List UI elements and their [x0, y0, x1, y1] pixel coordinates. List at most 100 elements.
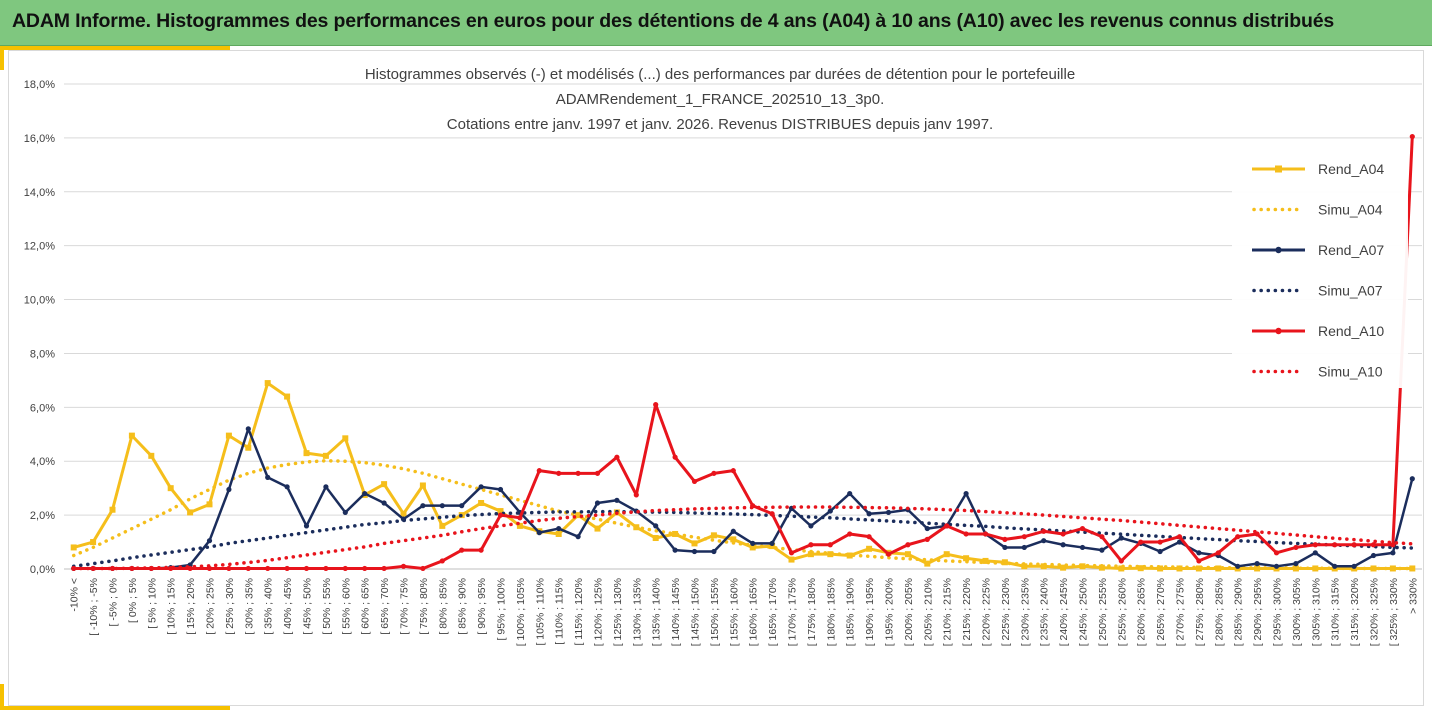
data-point — [672, 547, 678, 553]
data-point — [769, 511, 775, 517]
line-segment — [1256, 562, 1277, 568]
data-point — [769, 543, 776, 550]
data-point — [1079, 525, 1086, 532]
line-segment — [1101, 566, 1122, 570]
data-point — [749, 544, 756, 551]
data-point — [439, 522, 446, 529]
data-point — [1370, 542, 1377, 548]
data-point — [672, 454, 678, 460]
series-rend_a07 — [71, 426, 1415, 572]
line-segment — [344, 492, 366, 514]
data-point — [730, 536, 737, 543]
data-point — [400, 510, 407, 517]
data-point — [556, 525, 562, 532]
data-point — [555, 530, 562, 537]
data-point — [594, 470, 601, 476]
y-tick-label: 0,0% — [30, 564, 55, 576]
y-tick-label: 10,0% — [24, 295, 55, 307]
line-segment — [869, 511, 889, 516]
line-segment — [480, 485, 501, 491]
data-point — [381, 500, 387, 506]
x-tick-label: [ 250% ; 255% — [1097, 578, 1109, 646]
x-tick-label: [ 265% ; 270% — [1155, 578, 1167, 646]
legend-label: Rend_A07 — [1318, 242, 1384, 258]
data-point — [847, 531, 853, 537]
line-segment — [267, 476, 288, 488]
legend-marker — [1275, 327, 1282, 335]
data-point — [206, 501, 213, 508]
x-tick-label: [ 210% ; 215% — [942, 578, 954, 646]
line-segment — [790, 543, 812, 555]
x-tick-label: [ 170% ; 175% — [787, 578, 799, 646]
data-point — [1021, 544, 1027, 551]
data-point — [245, 444, 252, 451]
data-point — [710, 532, 717, 539]
data-point — [847, 490, 853, 497]
line-segment — [907, 537, 928, 547]
data-point — [614, 497, 620, 503]
line-segment — [402, 484, 425, 515]
data-point — [575, 534, 581, 540]
line-segment — [1043, 564, 1064, 570]
data-point — [1293, 544, 1299, 551]
x-tick-label: [ 200% ; 205% — [903, 578, 915, 646]
line-segment — [1237, 562, 1258, 568]
x-tick-label: [ -10% ; -5% — [88, 578, 100, 636]
data-point — [1273, 563, 1280, 569]
data-point — [342, 435, 349, 442]
x-tick-label: [ 235% ; 240% — [1039, 578, 1051, 646]
line-segment — [403, 564, 424, 570]
legend-item-rend_a10: Rend_A10 — [1252, 323, 1384, 339]
x-tick-label: [ 65% ; 70% — [379, 578, 391, 635]
line-segment — [946, 552, 967, 560]
x-tick-label: [ 50% ; 55% — [321, 578, 333, 635]
line-segment — [615, 456, 638, 496]
trend-line-simu_a04 — [71, 458, 1415, 571]
x-tick-label: [ 60% ; 65% — [360, 578, 372, 635]
trend-line-simu_a10 — [71, 505, 1415, 571]
report-header: ADAM Informe. Histogrammes des performan… — [0, 0, 1432, 46]
data-point — [594, 500, 601, 506]
data-point — [1118, 558, 1124, 564]
line-segment — [791, 552, 812, 562]
line-segment — [499, 488, 521, 514]
x-tick-label: [ 15% ; 20% — [185, 578, 197, 635]
data-point — [264, 380, 271, 387]
line-segment — [169, 487, 192, 514]
data-point — [691, 548, 698, 555]
data-point — [1098, 564, 1105, 571]
trend-line-simu_a07 — [71, 509, 1415, 569]
line-segment — [1237, 532, 1258, 539]
line-segment — [247, 428, 269, 478]
data-point — [963, 490, 969, 497]
data-point — [1137, 565, 1144, 572]
x-tick-label: [ 295% ; 300% — [1272, 578, 1284, 646]
line-segment — [752, 504, 773, 516]
x-tick-label: [ 85% ; 90% — [457, 578, 469, 635]
x-tick-label: [ 25% ; 30% — [224, 578, 236, 635]
x-tick-label: [ 315% ; 320% — [1349, 578, 1361, 646]
data-point — [614, 454, 620, 460]
x-tick-label: [ 120% ; 125% — [593, 578, 605, 646]
data-point — [478, 484, 484, 490]
data-point — [653, 523, 659, 529]
line-segment — [1023, 539, 1045, 549]
line-segment — [849, 532, 870, 539]
line-segment — [285, 486, 308, 527]
line-segment — [673, 456, 696, 483]
line-segment — [1062, 527, 1083, 536]
data-point — [1215, 565, 1222, 572]
data-point — [866, 511, 872, 517]
data-point — [808, 542, 814, 548]
line-segment — [675, 548, 695, 553]
line-segment — [907, 508, 929, 530]
x-tick-label: [ 115% ; 120% — [573, 578, 585, 646]
series-simu_a10 — [71, 505, 1415, 571]
data-point — [226, 486, 232, 493]
data-point — [788, 556, 795, 563]
data-point — [497, 486, 504, 493]
x-tick-label: [ 175% ; 180% — [806, 578, 818, 646]
x-tick-label: [ 105% ; 110% — [534, 578, 546, 646]
data-point — [1409, 565, 1416, 572]
